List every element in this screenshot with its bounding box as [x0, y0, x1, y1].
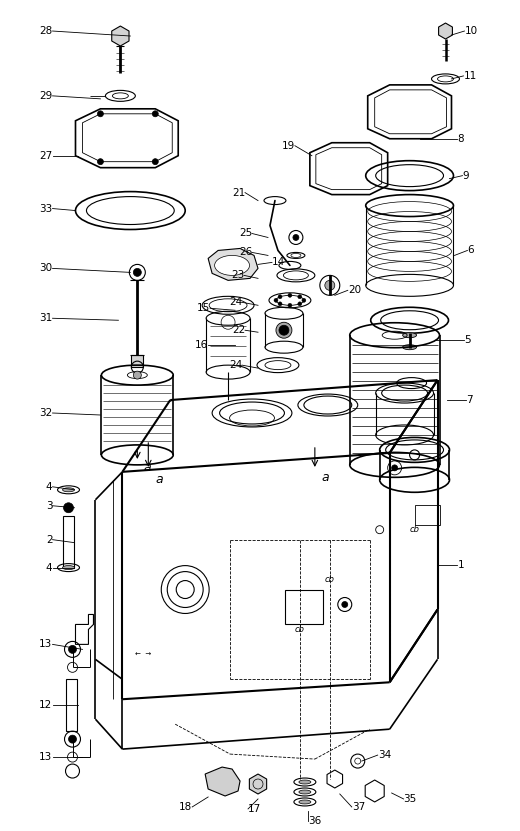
Polygon shape — [438, 23, 452, 39]
Text: cb: cb — [325, 575, 335, 584]
Text: 21: 21 — [232, 188, 245, 198]
Circle shape — [302, 298, 306, 302]
Text: a: a — [144, 461, 151, 475]
Text: 15: 15 — [197, 303, 210, 313]
Ellipse shape — [402, 332, 417, 337]
Text: 24: 24 — [229, 360, 242, 370]
Text: 3: 3 — [46, 501, 53, 511]
Text: 35: 35 — [404, 794, 417, 804]
Circle shape — [298, 295, 302, 299]
Text: 8: 8 — [458, 134, 464, 144]
Text: 30: 30 — [40, 263, 53, 273]
Text: 34: 34 — [378, 750, 391, 760]
Circle shape — [276, 322, 292, 338]
Circle shape — [288, 293, 292, 297]
Circle shape — [278, 295, 282, 299]
Text: 14: 14 — [272, 258, 285, 268]
Bar — [285, 589, 323, 624]
Circle shape — [133, 371, 141, 379]
Text: 16: 16 — [195, 340, 208, 350]
Text: 13: 13 — [40, 752, 53, 762]
Bar — [62, 516, 74, 568]
Ellipse shape — [215, 255, 250, 275]
Ellipse shape — [299, 790, 311, 794]
Ellipse shape — [62, 488, 74, 492]
Ellipse shape — [299, 800, 311, 804]
Circle shape — [342, 602, 348, 607]
Text: 28: 28 — [40, 26, 53, 36]
Text: 26: 26 — [239, 248, 252, 258]
Text: 12: 12 — [40, 701, 53, 711]
Polygon shape — [250, 774, 267, 794]
Text: 5: 5 — [464, 335, 471, 345]
Bar — [66, 679, 77, 731]
Circle shape — [278, 302, 282, 306]
Ellipse shape — [62, 566, 74, 569]
Polygon shape — [208, 248, 258, 280]
Circle shape — [325, 280, 335, 290]
Text: 20: 20 — [348, 285, 361, 295]
Circle shape — [298, 302, 302, 306]
Text: 6: 6 — [467, 245, 474, 255]
Text: 32: 32 — [40, 408, 53, 418]
Ellipse shape — [299, 780, 311, 784]
Text: 29: 29 — [40, 91, 53, 101]
Circle shape — [133, 268, 141, 277]
Text: 24: 24 — [229, 297, 242, 307]
Text: 33: 33 — [40, 204, 53, 214]
Text: 13: 13 — [40, 639, 53, 649]
Text: 18: 18 — [179, 802, 192, 812]
Circle shape — [63, 503, 73, 513]
Text: 23: 23 — [231, 270, 244, 280]
Text: cb: cb — [295, 625, 305, 634]
Text: 7: 7 — [466, 395, 473, 405]
Text: 31: 31 — [40, 313, 53, 323]
Circle shape — [152, 111, 158, 117]
Text: 9: 9 — [462, 170, 469, 180]
Text: 25: 25 — [239, 229, 252, 238]
Circle shape — [152, 159, 158, 165]
Circle shape — [97, 159, 103, 165]
Bar — [132, 355, 144, 367]
Polygon shape — [205, 767, 240, 796]
Text: cb: cb — [410, 525, 420, 534]
Circle shape — [392, 465, 398, 471]
Polygon shape — [112, 26, 129, 46]
Circle shape — [293, 234, 299, 240]
Text: 19: 19 — [282, 140, 295, 150]
Text: 4: 4 — [46, 563, 53, 573]
Text: 37: 37 — [352, 802, 365, 812]
Circle shape — [274, 298, 278, 302]
Text: a: a — [322, 471, 330, 484]
Circle shape — [69, 646, 76, 653]
Text: 1: 1 — [458, 559, 464, 569]
Text: 22: 22 — [232, 325, 245, 335]
Text: 36: 36 — [308, 816, 321, 826]
Circle shape — [69, 735, 76, 743]
Text: 11: 11 — [463, 71, 477, 81]
Circle shape — [97, 111, 103, 117]
Text: 10: 10 — [464, 26, 477, 36]
Bar — [414, 504, 439, 524]
Text: 2: 2 — [46, 534, 53, 544]
Text: a: a — [155, 474, 163, 486]
Text: 4: 4 — [46, 482, 53, 492]
Circle shape — [288, 303, 292, 307]
Text: 27: 27 — [40, 150, 53, 160]
Text: ←  →: ← → — [135, 652, 152, 657]
Text: 17: 17 — [248, 804, 261, 814]
Ellipse shape — [402, 345, 417, 350]
Circle shape — [279, 325, 289, 335]
